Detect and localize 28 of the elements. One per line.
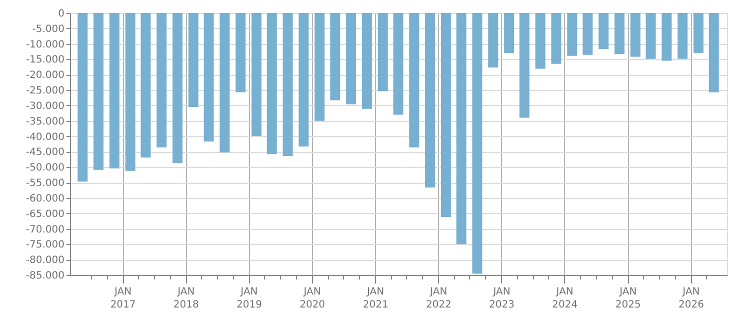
y-tick-label: -40.000 [26, 132, 64, 143]
x-tick-label: JAN 2025 [615, 286, 641, 310]
y-tick-label: -45.000 [26, 147, 64, 158]
y-tick-label: -80.000 [26, 255, 64, 266]
y-tick-label: -15.000 [26, 54, 64, 66]
y-tick-label: -10.000 [26, 39, 64, 50]
y-tick-label: -20.000 [26, 70, 64, 82]
x-tick-label: JAN 2026 [678, 286, 704, 310]
x-tick-label: JAN 2022 [426, 286, 452, 310]
x-tick-label: JAN 2018 [173, 286, 199, 310]
x-tick-label: JAN 2023 [489, 286, 514, 310]
x-tick-label: JAN 2020 [300, 286, 326, 310]
y-tick-label: -65.000 [26, 208, 64, 220]
y-tick-label: -25.000 [26, 86, 64, 97]
y-tick-label: -30.000 [26, 100, 64, 112]
y-tick-label: -50.000 [26, 162, 64, 174]
x-tick-label: JAN 2017 [110, 286, 136, 310]
y-tick-label: 0 [58, 8, 64, 20]
y-tick-label: -70.000 [26, 224, 64, 236]
y-tick-label: -35.000 [26, 116, 64, 128]
x-tick-label: JAN 2021 [362, 286, 388, 310]
x-tick-label: JAN 2024 [552, 286, 578, 310]
y-tick-label: -85.000 [26, 270, 64, 282]
y-tick-label: -55.000 [26, 178, 64, 190]
y-tick-label: -75.000 [26, 240, 64, 251]
y-tick-label: -5.000 [32, 24, 64, 35]
y-tick-label: -60.000 [26, 193, 64, 204]
x-tick-label: JAN 2019 [236, 286, 262, 310]
